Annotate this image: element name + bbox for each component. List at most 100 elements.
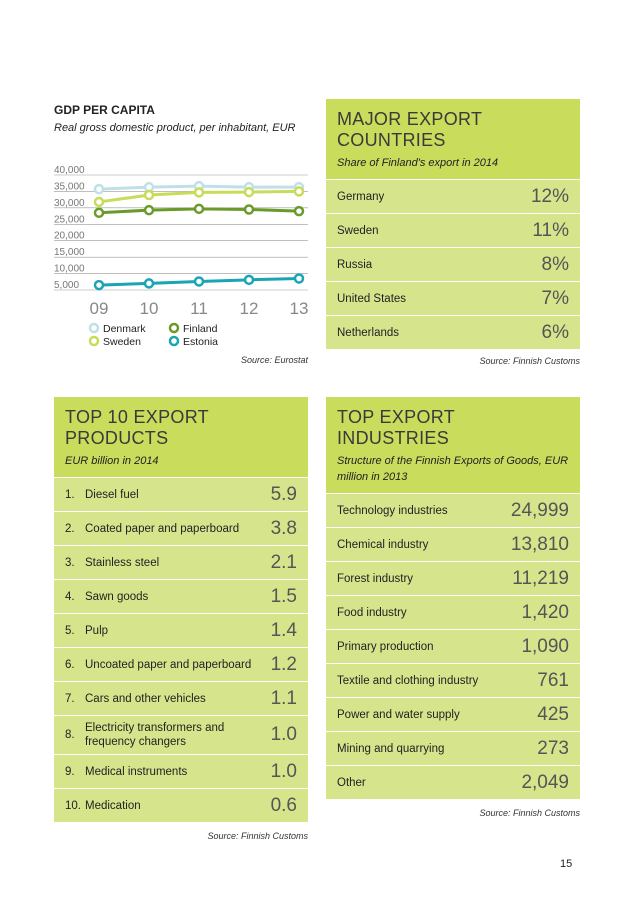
y-tick-label: 35,000: [54, 181, 85, 192]
point: [143, 189, 155, 201]
point: [293, 273, 305, 284]
legend-label: Estonia: [183, 336, 218, 348]
table-row: 4. Sawn goods 1.5: [54, 579, 308, 613]
point: [293, 205, 305, 217]
table-subtitle: Share of Finland's export in 2014: [337, 157, 499, 169]
row-value: 3.8: [270, 517, 297, 539]
table-row: 5. Pulp 1.4: [54, 613, 308, 647]
row-value: 1,090: [521, 635, 569, 657]
row-value: 8%: [541, 253, 569, 275]
row-label: Technology industries: [337, 504, 448, 517]
source: Source: Eurostat: [240, 355, 308, 365]
table-row: 9. Medical instruments 1.0: [54, 754, 308, 788]
point: [93, 183, 105, 195]
y-tick-label: 10,000: [54, 264, 85, 275]
row-label: Electricity transformers and frequency c…: [85, 722, 225, 748]
table-row: Chemical industry 13,810: [326, 527, 580, 561]
point: [193, 203, 205, 215]
x-tick-label: 10: [140, 299, 159, 318]
legend-marker: [168, 322, 180, 334]
table-row: United States 7%: [326, 281, 580, 315]
table-subtitle: EUR billion in 2014: [65, 455, 159, 467]
row-value: 1,420: [521, 601, 569, 623]
point: [193, 276, 205, 287]
row-value: 273: [537, 737, 569, 759]
legend-marker: [88, 322, 100, 334]
row-value: 13,810: [510, 533, 569, 555]
table-title: MAJOR EXPORT COUNTRIES: [337, 109, 482, 150]
table-row: Other 2,049: [326, 765, 580, 799]
table-row: Sweden 11%: [326, 213, 580, 247]
legend-marker: [168, 335, 180, 347]
x-tick-label: 13: [290, 299, 308, 318]
row-value: 1.0: [270, 760, 297, 782]
row-label: Netherlands: [337, 326, 400, 339]
rank: 10.: [65, 799, 81, 812]
table-row: 2. Coated paper and paperboard 3.8: [54, 511, 308, 545]
table-row: 7. Cars and other vehicles 1.1: [54, 681, 308, 715]
table-header: MAJOR EXPORT COUNTRIES Share of Finland's…: [326, 99, 580, 179]
legend-marker: [88, 335, 100, 347]
point: [243, 274, 255, 286]
table-row: Food industry 1,420: [326, 595, 580, 629]
row-label: Textile and clothing industry: [337, 674, 479, 687]
row-value: 1.4: [270, 619, 297, 641]
row-value: 11%: [532, 219, 569, 241]
point: [243, 186, 255, 198]
point: [243, 204, 255, 215]
row-value: 2.1: [270, 551, 297, 573]
row-label: Pulp: [85, 624, 109, 637]
rank: 3.: [65, 556, 75, 569]
rank: 2.: [65, 522, 75, 535]
row-label: Medication: [85, 799, 141, 812]
y-tick-label: 20,000: [54, 231, 85, 242]
rank: 4.: [65, 590, 75, 603]
page-number: 15: [560, 858, 573, 870]
point: [143, 278, 155, 289]
x-tick-label: 09: [90, 299, 109, 318]
row-label: Other: [337, 776, 366, 789]
rank: 5.: [65, 624, 75, 637]
row-label: Uncoated paper and paperboard: [85, 658, 252, 671]
y-tick-label: 40,000: [54, 165, 85, 176]
row-value: 0.6: [270, 794, 297, 816]
row-label: Primary production: [337, 640, 434, 653]
row-label: Russia: [337, 258, 373, 271]
table-title: TOP EXPORT INDUSTRIES: [337, 407, 455, 448]
row-value: 1.5: [270, 585, 297, 607]
point: [93, 207, 105, 219]
chart: 5,000 10,000 15,000 20,000 25,000 30,000 35,00…: [54, 165, 308, 348]
row-value: 1.1: [270, 687, 297, 709]
table-subtitle: Structure of the Finnish Exports of Good…: [337, 455, 569, 483]
table-row: 3. Stainless steel 2.1: [54, 545, 308, 579]
table-header: TOP EXPORT INDUSTRIES Structure of the Fi…: [326, 397, 580, 493]
row-label: Forest industry: [337, 572, 414, 585]
row-value: 6%: [541, 321, 569, 343]
gdp-subtitle: Real gross domestic product, per inhabit…: [54, 122, 296, 134]
row-label: Medical instruments: [85, 765, 188, 778]
rank: 8.: [65, 729, 75, 741]
row-value: 2,049: [521, 771, 569, 793]
industries-table: TOP EXPORT INDUSTRIES Structure of the Fi…: [326, 397, 580, 799]
row-label: Stainless steel: [85, 556, 160, 569]
table-row: Mining and quarrying 273: [326, 731, 580, 765]
rank: 7.: [65, 692, 75, 705]
rank: 9.: [65, 765, 75, 778]
gdp-title: GDP PER CAPITA: [54, 103, 155, 117]
table-row: Textile and clothing industry 761: [326, 663, 580, 697]
row-value: 12%: [530, 185, 569, 207]
source: Source: Finnish Customs: [479, 356, 580, 366]
table-row: 10. Medication 0.6: [54, 788, 308, 822]
y-tick-label: 5,000: [54, 280, 79, 291]
table-row: Technology industries 24,999: [326, 493, 580, 527]
row-value: 7%: [541, 287, 569, 309]
table-header: TOP 10 EXPORT PRODUCTS EUR billion in 201…: [54, 397, 308, 477]
point: [293, 186, 305, 197]
row-value: 761: [537, 669, 569, 691]
table-row: Primary production 1,090: [326, 629, 580, 663]
row-value: 5.9: [270, 483, 297, 505]
row-value: 1.2: [270, 653, 297, 675]
source: Source: Finnish Customs: [479, 808, 580, 818]
row-label: Power and water supply: [337, 708, 460, 721]
